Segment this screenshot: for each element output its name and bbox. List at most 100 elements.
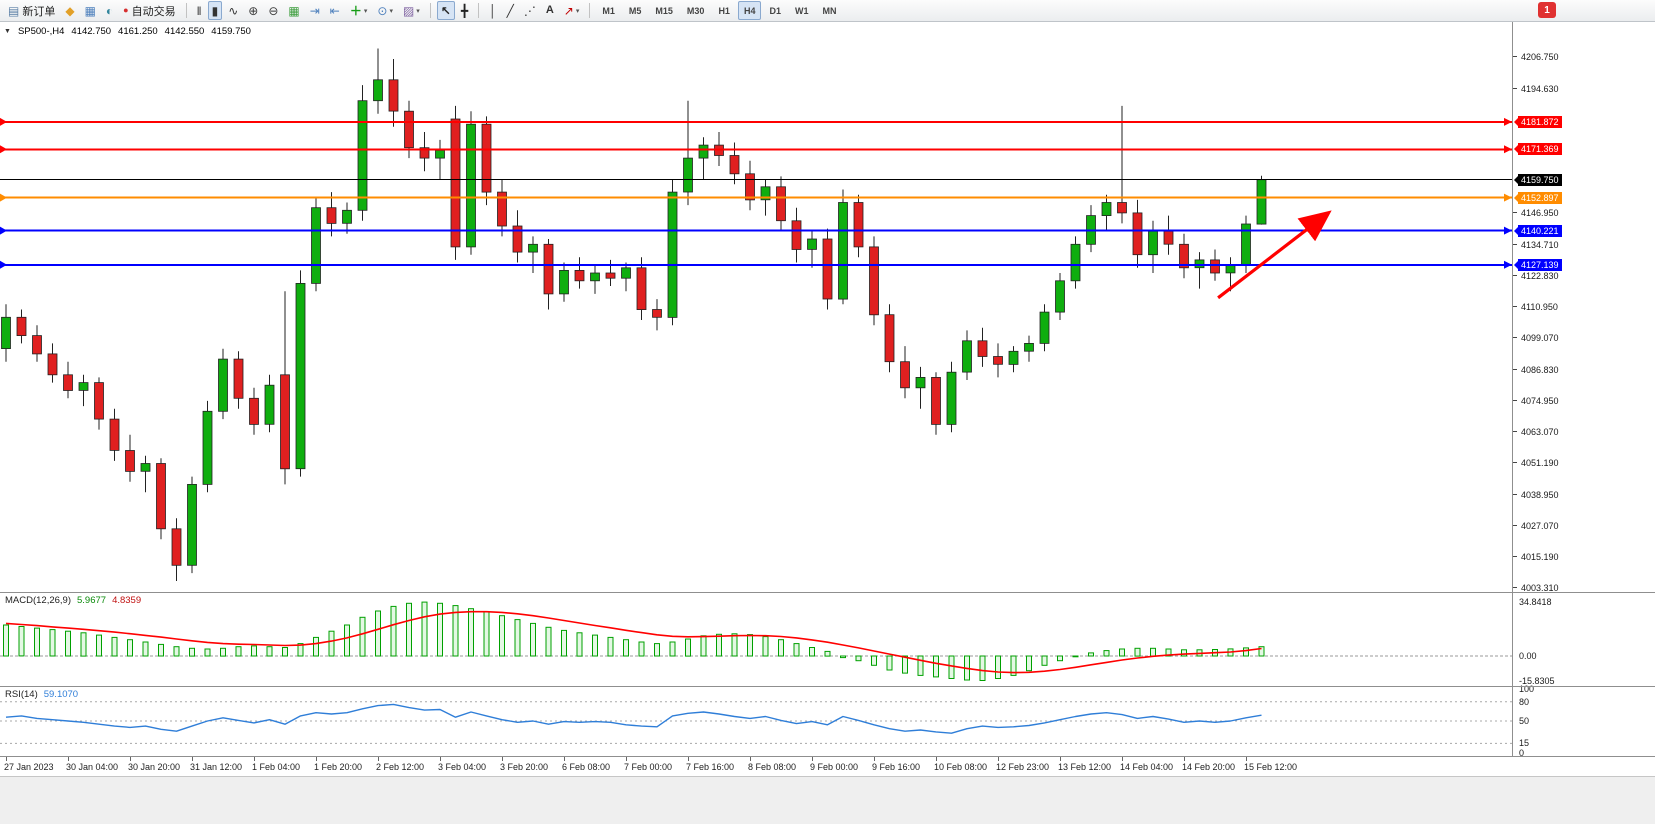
line-right-marker-icon [1504,193,1512,202]
macd-bar [623,639,629,657]
metaeditor-button[interactable]: ◆ [61,1,78,20]
rsi-title: RSI(14) 59.1070 [5,689,78,700]
text-label-button[interactable]: A [542,1,558,20]
macd-level-label: 34.8418 [1519,597,1552,607]
rsi-level-label: 0 [1519,748,1525,758]
candle [249,387,259,435]
panel-divider[interactable] [0,686,1655,687]
trend-line-button[interactable]: ╱ [503,1,518,20]
indicators-button[interactable]: ＋ ▾ [346,1,372,20]
macd-bar [654,643,660,657]
cursor-button[interactable]: ↖ [436,1,455,20]
macd-bar [499,615,505,657]
tf-w1-button[interactable]: W1 [789,1,815,20]
dropdown-arrow-icon: ▾ [363,7,368,15]
time-tick [6,757,7,761]
macd-bar [96,634,102,657]
candle [481,116,492,206]
auto-scroll-button[interactable]: ⇥ [306,1,324,20]
time-label: 7 Feb 00:00 [624,762,673,772]
candle [435,139,445,179]
autotrading-icon: ● [123,5,129,15]
candle [776,176,786,232]
tf-m1-label: M1 [602,5,615,16]
macd-main-value: 5.9677 [77,595,107,606]
macd-bar [158,643,164,657]
zoom-in-button[interactable]: ⊕ [244,1,262,20]
tile-windows-button[interactable]: ▦ [284,1,303,20]
macd-bar [1057,655,1063,662]
price-axis[interactable]: 4206.750 4194.630 4146.950 4134.710 4122.830… [1512,21,1655,758]
candle [202,400,213,493]
crosshair-button[interactable]: ╋ [457,1,472,20]
rsi-canvas[interactable] [0,686,1512,756]
candle [466,111,476,255]
equidistant-channel-button[interactable]: ⋰ [520,1,540,20]
vertical-line-button[interactable]: │ [485,1,501,20]
new-chart-button[interactable]: ▦ [81,1,100,20]
macd-bar [328,630,335,657]
price-line-label: 4140.221 [1514,225,1562,237]
dropdown-arrow-icon: ▾ [389,7,393,15]
macd-bar [390,605,397,657]
channel-icon: ⋰ [523,3,536,18]
candlestick-chart-button[interactable]: ▮ [207,1,223,20]
tf-mn-button[interactable]: MN [816,1,842,20]
macd-bar [344,624,350,657]
macd-bar [18,626,25,657]
macd-bar [886,655,893,671]
macd-bar [437,602,443,657]
macd-bar [793,643,800,657]
candle [590,265,600,294]
tf-h4-button[interactable]: H4 [737,1,762,20]
candle [1163,215,1174,255]
candle [667,179,678,326]
tf-m1-button[interactable]: M1 [596,1,621,20]
rsi-line [5,703,1262,734]
macd-name: MACD(12,26,9) [5,595,71,606]
price-tick-label: 4051.190 [1513,458,1559,468]
macd-bar [1181,649,1187,657]
tf-h1-button[interactable]: H1 [712,1,736,20]
candle [388,59,399,127]
chart-shift-button[interactable]: ⇤ [326,1,344,20]
new-order-button[interactable]: ▤ 新订单 [4,1,59,20]
tf-m15-button[interactable]: M15 [649,1,679,20]
macd-bar [282,647,288,657]
arrow-obj-icon: ↗ [563,3,574,18]
candle [1179,233,1189,279]
templates-button[interactable]: ▨ ▾ [399,1,424,20]
time-axis[interactable]: 27 Jan 2023 30 Jan 04:00 30 Jan 20:00 31 Ja… [0,756,1655,776]
tick-mark [1513,244,1517,245]
trend-arrow-annotation[interactable] [1217,210,1332,300]
tf-m5-button[interactable]: M5 [623,1,648,20]
price-line-label: 4152.897 [1514,192,1562,204]
candles-group [1,48,1267,581]
horizontal-lines-group [0,117,1512,269]
macd-canvas[interactable] [0,592,1512,686]
line-chart-button[interactable]: ∿ [224,1,242,20]
time-label: 15 Feb 12:00 [1244,762,1298,772]
bar-chart-button[interactable]: ‖ [193,1,206,20]
tf-m30-button[interactable]: M30 [681,1,711,20]
macd-bar [592,634,598,657]
chart-collapse-arrow-icon[interactable]: ▼ [4,28,11,35]
toolbar-separator [429,3,431,18]
autotrading-button[interactable]: ● 自动交易 [119,1,179,20]
macd-bar [1010,655,1017,676]
arrows-button[interactable]: ↗ ▾ [560,1,584,20]
line-left-marker-icon [0,260,7,269]
candle [1194,252,1205,289]
periods-button[interactable]: ⊙ ▾ [373,1,397,20]
price-chart-canvas[interactable] [0,21,1512,592]
notification-badge[interactable]: 1 [1538,2,1556,18]
panel-divider[interactable] [0,592,1655,593]
panel-divider[interactable] [0,756,1655,757]
profiles-button[interactable]: ◐ [102,1,117,20]
new-chart-icon: ▦ [84,3,96,18]
macd-bar [871,655,877,666]
line-icon: ∿ [228,3,239,18]
zoom-out-button[interactable]: ⊖ [264,1,282,20]
tf-d1-button[interactable]: D1 [763,1,787,20]
macd-bar [762,636,769,657]
